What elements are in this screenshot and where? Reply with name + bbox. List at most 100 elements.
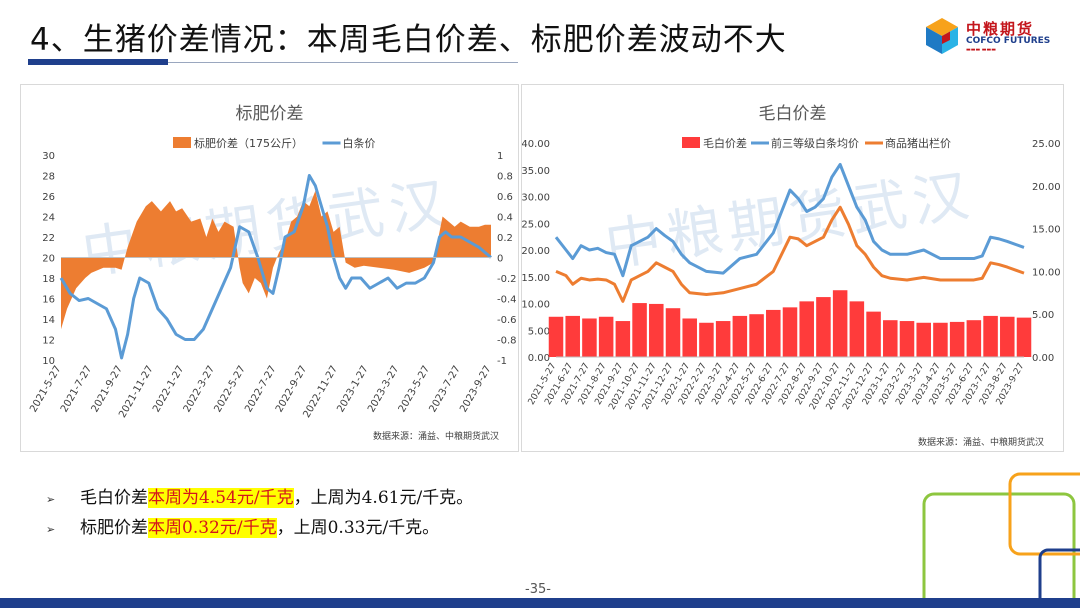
y-right-tick-label: 0.8 (497, 172, 513, 183)
y-left-tick-label: 28 (42, 172, 55, 183)
bar (649, 303, 664, 357)
bar (682, 318, 697, 357)
legend-label: 白条价 (343, 136, 376, 150)
y-right-tick-label: -0.8 (497, 336, 517, 347)
bar (832, 290, 848, 357)
y-right-tick-label: 20.00 (1032, 182, 1061, 193)
bar (983, 315, 998, 357)
series-line (555, 205, 1025, 303)
footer-bar (0, 598, 1080, 608)
y-left-tick-label: 22 (42, 233, 55, 244)
bullet-maobai: ➢ 毛白价差本周为4.54元/千克，上周为4.61元/千克。 (46, 484, 473, 514)
bar (548, 316, 564, 357)
logo-en-text: COFCO FUTURES (966, 36, 1051, 46)
bar (899, 321, 915, 357)
bullet-highlight: 本周0.32元/千克 (148, 518, 277, 538)
y-right-tick-label: 0.2 (497, 233, 513, 244)
bar (766, 309, 781, 357)
series-area-biaofei (61, 190, 491, 330)
x-tick-label: 2022-7-27 (243, 364, 278, 414)
bullet-biaofei: ➢ 标肥价差本周0.32元/千克，上周0.33元/千克。 (46, 514, 473, 544)
y-right-tick-label: 0 (497, 254, 503, 265)
legend-label: 商品猪出栏价 (885, 136, 951, 150)
source-note: 数据来源：涌益、中粮期货武汉 (373, 430, 499, 442)
y-right-tick-label: 1 (497, 151, 503, 162)
cofco-logo: 中粮期货 COFCO FUTURES ▬▬▬ ▬▬▬ (922, 16, 1062, 56)
y-left-tick-label: 30.00 (522, 193, 550, 204)
bullet-prefix: 毛白价差 (80, 488, 148, 508)
bar (699, 322, 714, 357)
bar (782, 307, 798, 357)
bullet-suffix: ，上周0.33元/千克。 (276, 518, 440, 538)
y-right-tick-label: 0.00 (1032, 353, 1054, 364)
x-tick-label: 2023-5-27 (397, 364, 432, 414)
y-left-tick-label: 10.00 (522, 300, 550, 311)
chart-title: 毛白价差 (759, 104, 827, 124)
legend-swatch (682, 137, 700, 148)
y-right-tick-label: 15.00 (1032, 225, 1061, 236)
y-right-tick-label: 5.00 (1032, 310, 1054, 321)
y-left-tick-label: 10 (42, 356, 55, 367)
y-left-tick-label: 25.00 (522, 219, 550, 230)
bar (1016, 317, 1032, 357)
y-left-tick-label: 15.00 (522, 273, 550, 284)
y-left-tick-label: 35.00 (522, 166, 550, 177)
page-number: -35- (525, 582, 551, 597)
x-tick-label: 2022-9-27 (274, 364, 309, 414)
bar (598, 316, 614, 357)
chart-panel-maobai: 中粮期货武汉 毛白价差 毛白价差 前三等级白条均价 商品猪出栏价 0.00 5.00 10.0… (521, 84, 1064, 452)
chart-title: 标肥价差 (236, 104, 304, 124)
legend-label: 标肥价差（175公斤） (194, 136, 303, 150)
bullet-suffix: ，上周为4.61元/千克。 (293, 488, 474, 508)
series-line (59, 174, 492, 360)
page-title: 4、生猪价差情况：本周毛白价差、标肥价差波动不大 (30, 22, 787, 58)
y-left-tick-label: 24 (42, 213, 55, 224)
y-right-tick-label: -0.6 (497, 315, 517, 326)
legend-swatch (173, 137, 191, 148)
bar (816, 297, 831, 357)
bar (1000, 316, 1015, 357)
bar (916, 322, 931, 357)
bar (933, 322, 948, 357)
y-right-tick-label: -0.2 (497, 274, 517, 285)
chart-panel-biaofei: 中粮期货武汉 标肥价差 标肥价差（175公斤） 白条价 10 12 14 16 18 20 22 24… (20, 84, 519, 452)
legend-label: 毛白价差 (703, 136, 747, 150)
title-underline (28, 62, 518, 63)
x-tick-label: 2023-9-27 (458, 364, 493, 414)
y-left-tick-label: 30 (42, 151, 55, 162)
bar (866, 311, 881, 357)
logo-cn-text: 中粮期货 (966, 20, 1035, 38)
y-left-tick-label: 5.00 (528, 326, 550, 337)
bar (799, 301, 814, 357)
x-tick-label: 2022-3-27 (182, 364, 217, 414)
bullet-prefix: 标肥价差 (80, 518, 148, 538)
y-left-tick-label: 20.00 (522, 246, 550, 257)
y-left-tick-label: 12 (42, 336, 55, 347)
bar (615, 321, 631, 357)
bar (715, 321, 731, 357)
y-left-tick-label: 40.00 (522, 139, 550, 150)
bar (582, 318, 597, 357)
y-right-tick-label: 10.00 (1032, 267, 1061, 278)
x-tick-label: 2023-3-27 (366, 364, 401, 414)
y-right-tick-label: 25.00 (1032, 139, 1061, 150)
bullet-arrow-icon: ➢ (46, 493, 56, 506)
x-tick-label: 2022-1-27 (151, 364, 186, 414)
bar (665, 308, 681, 357)
y-left-tick-label: 20 (42, 254, 55, 265)
watermark-text: 中粮期货武汉 (601, 163, 978, 279)
corner-decoration (922, 472, 1080, 600)
summary-bullets: ➢ 毛白价差本周为4.54元/千克，上周为4.61元/千克。 ➢ 标肥价差本周0.3… (46, 484, 473, 544)
bar (883, 320, 898, 357)
series-line (554, 162, 1025, 278)
y-right-tick-label: -0.4 (497, 295, 517, 306)
bar (632, 303, 647, 357)
bar (749, 314, 764, 357)
y-left-tick-label: 18 (42, 274, 55, 285)
bar (949, 321, 965, 357)
y-right-tick-label: 0.6 (497, 192, 513, 203)
y-left-tick-label: 16 (42, 295, 55, 306)
logo-tagline: ▬▬▬ ▬▬▬ (966, 47, 996, 53)
y-right-tick-label: -1 (497, 356, 507, 367)
